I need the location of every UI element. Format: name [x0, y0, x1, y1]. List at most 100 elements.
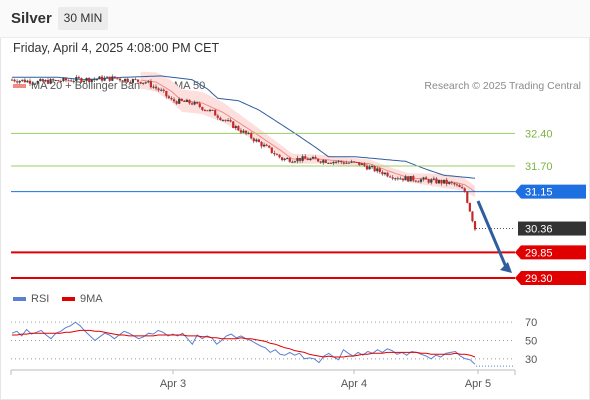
candle-body [450, 182, 453, 184]
projection-arrow-shaft [476, 200, 508, 268]
candle-body [340, 160, 343, 163]
candle-body [129, 82, 132, 84]
candle-body [435, 178, 438, 184]
candle-body [373, 166, 376, 172]
candle-body [21, 79, 24, 81]
candle-body [160, 89, 163, 91]
candle-body [262, 144, 266, 147]
candle-body [224, 119, 227, 121]
candle-body [54, 80, 57, 82]
candle-body [126, 78, 129, 83]
candle-body [332, 161, 335, 164]
candle-body [309, 158, 312, 161]
candle-body [49, 79, 52, 84]
candle-body [242, 130, 245, 133]
candle-body [412, 176, 415, 181]
candle-body [62, 77, 65, 82]
candle-body [203, 109, 207, 111]
candle-body [324, 160, 327, 163]
level-30-36-tag [518, 221, 586, 236]
candle-body [358, 161, 361, 165]
timeframe-selector[interactable]: 30 MIN [58, 7, 108, 30]
candle-body [260, 142, 263, 147]
candle-body [208, 109, 212, 111]
candle-body [275, 154, 279, 156]
candle-body [280, 157, 284, 161]
candle-body [39, 79, 42, 82]
legend-ma20-label: MA 20 + Bollinger Bands [31, 80, 152, 92]
level-31-70-label: 31.70 [525, 161, 553, 173]
candle-body [44, 80, 47, 82]
candle-body [322, 160, 325, 163]
candle-body [247, 133, 250, 135]
candle-body [103, 77, 106, 81]
level-29-30-label: 29.30 [525, 273, 553, 285]
candle-body [152, 86, 155, 88]
candle-body [75, 77, 78, 82]
candle-body [232, 121, 235, 128]
candle-body [327, 162, 330, 164]
candle-body [335, 161, 338, 163]
candle-body [41, 79, 44, 82]
candle-body [57, 80, 60, 82]
rsi-tick-70: 70 [525, 317, 537, 329]
instrument-title: Silver [11, 10, 52, 27]
candle-body [98, 76, 101, 80]
candle-body [234, 126, 237, 128]
candle-body [468, 202, 471, 212]
candle-body [111, 76, 114, 81]
candle-body [353, 161, 356, 163]
candle-body [116, 78, 119, 80]
candle-body [425, 177, 428, 180]
candle-body [355, 161, 358, 163]
candle-body [383, 172, 387, 175]
candle-body [466, 191, 469, 203]
candle-body [100, 76, 104, 81]
level-29-85-tag [515, 245, 586, 260]
candle-body [283, 158, 286, 161]
timestamp: Friday, April 4, 2025 4:08:00 PM CET [13, 41, 220, 55]
candle-body [473, 221, 477, 230]
candle-body [342, 162, 345, 164]
level-30-36-group: 30.36 [476, 221, 586, 236]
candle-body [188, 99, 191, 104]
candle-body [394, 178, 397, 180]
candle-body [314, 156, 317, 159]
candle-body [108, 76, 111, 81]
candle-body [95, 79, 98, 81]
candle-body [329, 162, 333, 164]
candle-body [407, 176, 410, 182]
candle-body [278, 154, 281, 158]
candle-body [337, 160, 340, 162]
candle-body [139, 81, 142, 84]
candle-body [350, 161, 353, 163]
candle-body [77, 77, 80, 79]
candle-body [80, 78, 83, 83]
candle-body [121, 80, 124, 82]
candle-body [273, 152, 276, 155]
candle-body [363, 163, 366, 166]
candle-body [268, 145, 271, 148]
level-31-15-tag [515, 184, 586, 199]
candle-body [70, 80, 73, 82]
candle-body [52, 79, 55, 81]
candle-body [67, 80, 70, 82]
candle-body [201, 106, 204, 110]
candle-body [427, 179, 430, 183]
candle-body [304, 156, 307, 159]
candle-body [72, 81, 75, 83]
candle-body [270, 147, 273, 153]
candle-body [463, 188, 466, 192]
candle-body [175, 101, 178, 104]
candle-body [221, 119, 225, 121]
rsi-swatch [13, 297, 26, 302]
ma9-swatch [62, 297, 75, 302]
candle-body [154, 86, 158, 89]
candle-body [371, 166, 374, 168]
candle-body [88, 77, 91, 82]
candle-body [255, 139, 258, 142]
candle-body [391, 177, 394, 179]
legend-ma20: MA 20 + Bollinger Bands [13, 80, 152, 92]
rsi-tick-50: 50 [525, 336, 537, 348]
candle-body [31, 83, 34, 85]
